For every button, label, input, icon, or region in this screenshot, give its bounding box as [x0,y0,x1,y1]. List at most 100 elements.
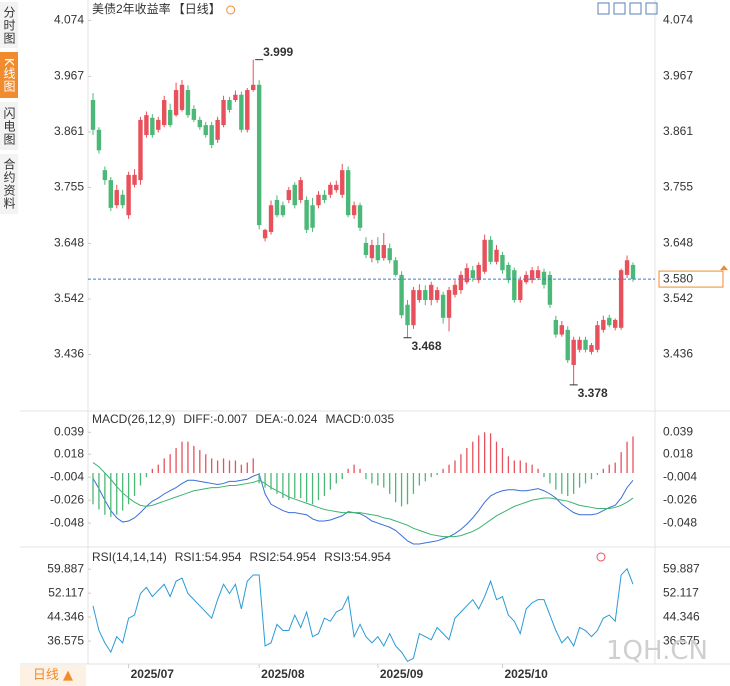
candle-body [595,325,600,350]
candle-body [476,264,481,281]
watermark: 1QH.CN [606,636,708,666]
candle-body [316,194,321,206]
last-price-label: 3.580 [663,271,693,285]
y-tick-label-right: 3.436 [663,347,693,361]
candle-body [553,319,559,335]
candle-body [630,264,636,280]
last-price-box [658,270,724,288]
y-tick-label: -0.004 [50,469,84,483]
candle-body [221,99,226,126]
y-tick-label: 52.117 [48,585,84,599]
candle-body [577,339,582,350]
panel-title: 美债2年收益率 [92,1,171,16]
candle-body [541,271,547,285]
tool-icon[interactable] [645,2,658,15]
candle-body [310,205,315,228]
candle-body [292,184,297,206]
x-tick-label: 2025/10 [504,667,548,681]
extreme-label: 3.468 [412,339,442,353]
tool-icon[interactable] [597,2,610,15]
period-label: 【日线】 [173,2,221,16]
legend-entry: DEA:-0.024 [255,412,317,426]
candle-body [245,90,250,130]
candle-body [482,239,487,272]
y-tick-label: -0.026 [50,492,84,506]
tab[interactable]: 闪电图 [0,102,18,150]
candle-body [328,184,333,195]
candle-body [423,290,428,301]
candle-body [96,129,102,151]
candle-body [227,99,232,110]
candle-body [280,205,286,216]
candle-body [102,170,108,181]
y-tick-label-right: 3.967 [663,69,693,83]
candle-body [197,119,203,128]
candle-body [233,94,238,100]
y-tick-label-right: 0.018 [663,446,693,460]
candle-body [173,90,179,116]
candle-body [518,280,523,301]
tab[interactable]: 分时图 [0,2,18,48]
y-tick-label: 3.542 [54,291,84,305]
y-tick-label-right: 0.039 [663,424,693,438]
candle-body [375,245,381,261]
candle-body [156,119,161,130]
candle-body [203,125,208,136]
tool-icon[interactable] [613,2,626,15]
tab-active[interactable]: K线图 [0,52,18,98]
extreme-label: 3.378 [578,386,608,400]
candle-body [417,290,422,301]
candle-body [144,115,149,136]
candle-body [559,325,564,335]
candle-body [387,248,392,261]
candle-body [334,184,339,191]
legend-entry: MACD:0.035 [325,412,394,426]
y-tick-label-right: -0.026 [663,492,697,506]
candle-body [256,84,262,226]
period-button[interactable]: 日线 ▲ [20,665,86,686]
y-tick-label: 3.967 [54,69,84,83]
candle-body [535,270,541,279]
candle-body [286,190,292,201]
candle-body [126,174,131,216]
y-tick-label: 44.346 [47,609,84,623]
candle-body [452,284,458,295]
candle-body [138,119,143,181]
panel-title: MACD(26,12,9) [92,412,175,426]
candle-body [607,317,612,326]
legend-entry: RSI2:54.954 [249,550,316,564]
candle-body [322,194,327,201]
candle-body [345,170,351,216]
y-tick-label-right: -0.048 [663,515,697,529]
candle-body [262,229,268,239]
y-tick-label: -0.048 [50,515,84,529]
candle-body [464,268,470,283]
y-tick-label: 3.755 [54,180,84,194]
y-tick-label: 36.575 [47,633,84,647]
candle-body [90,99,96,130]
toolbar[interactable] [597,2,658,15]
candle-body [601,319,606,330]
rsi-icon [596,552,606,562]
indicator-line [92,462,634,538]
candle-body [523,274,529,283]
tool-icon[interactable] [629,2,642,15]
candle-body [500,254,505,271]
candle-body [132,174,137,185]
y-tick-label: 3.861 [54,124,84,138]
candle-body [381,245,386,259]
candle-body [114,190,119,206]
candle-body [565,329,570,361]
candle-body [120,194,125,206]
y-tick-label: 0.039 [54,424,84,438]
tab[interactable]: 合约资料 [0,154,18,214]
y-tick-label-right: 44.346 [663,609,700,623]
candle-body [357,205,363,228]
x-tick-label: 2025/07 [131,667,175,681]
panel-title: RSI(14,14,14) [92,550,167,564]
candle-body [494,249,499,262]
y-tick-label-right: 3.861 [663,124,693,138]
candle-body [209,125,214,146]
